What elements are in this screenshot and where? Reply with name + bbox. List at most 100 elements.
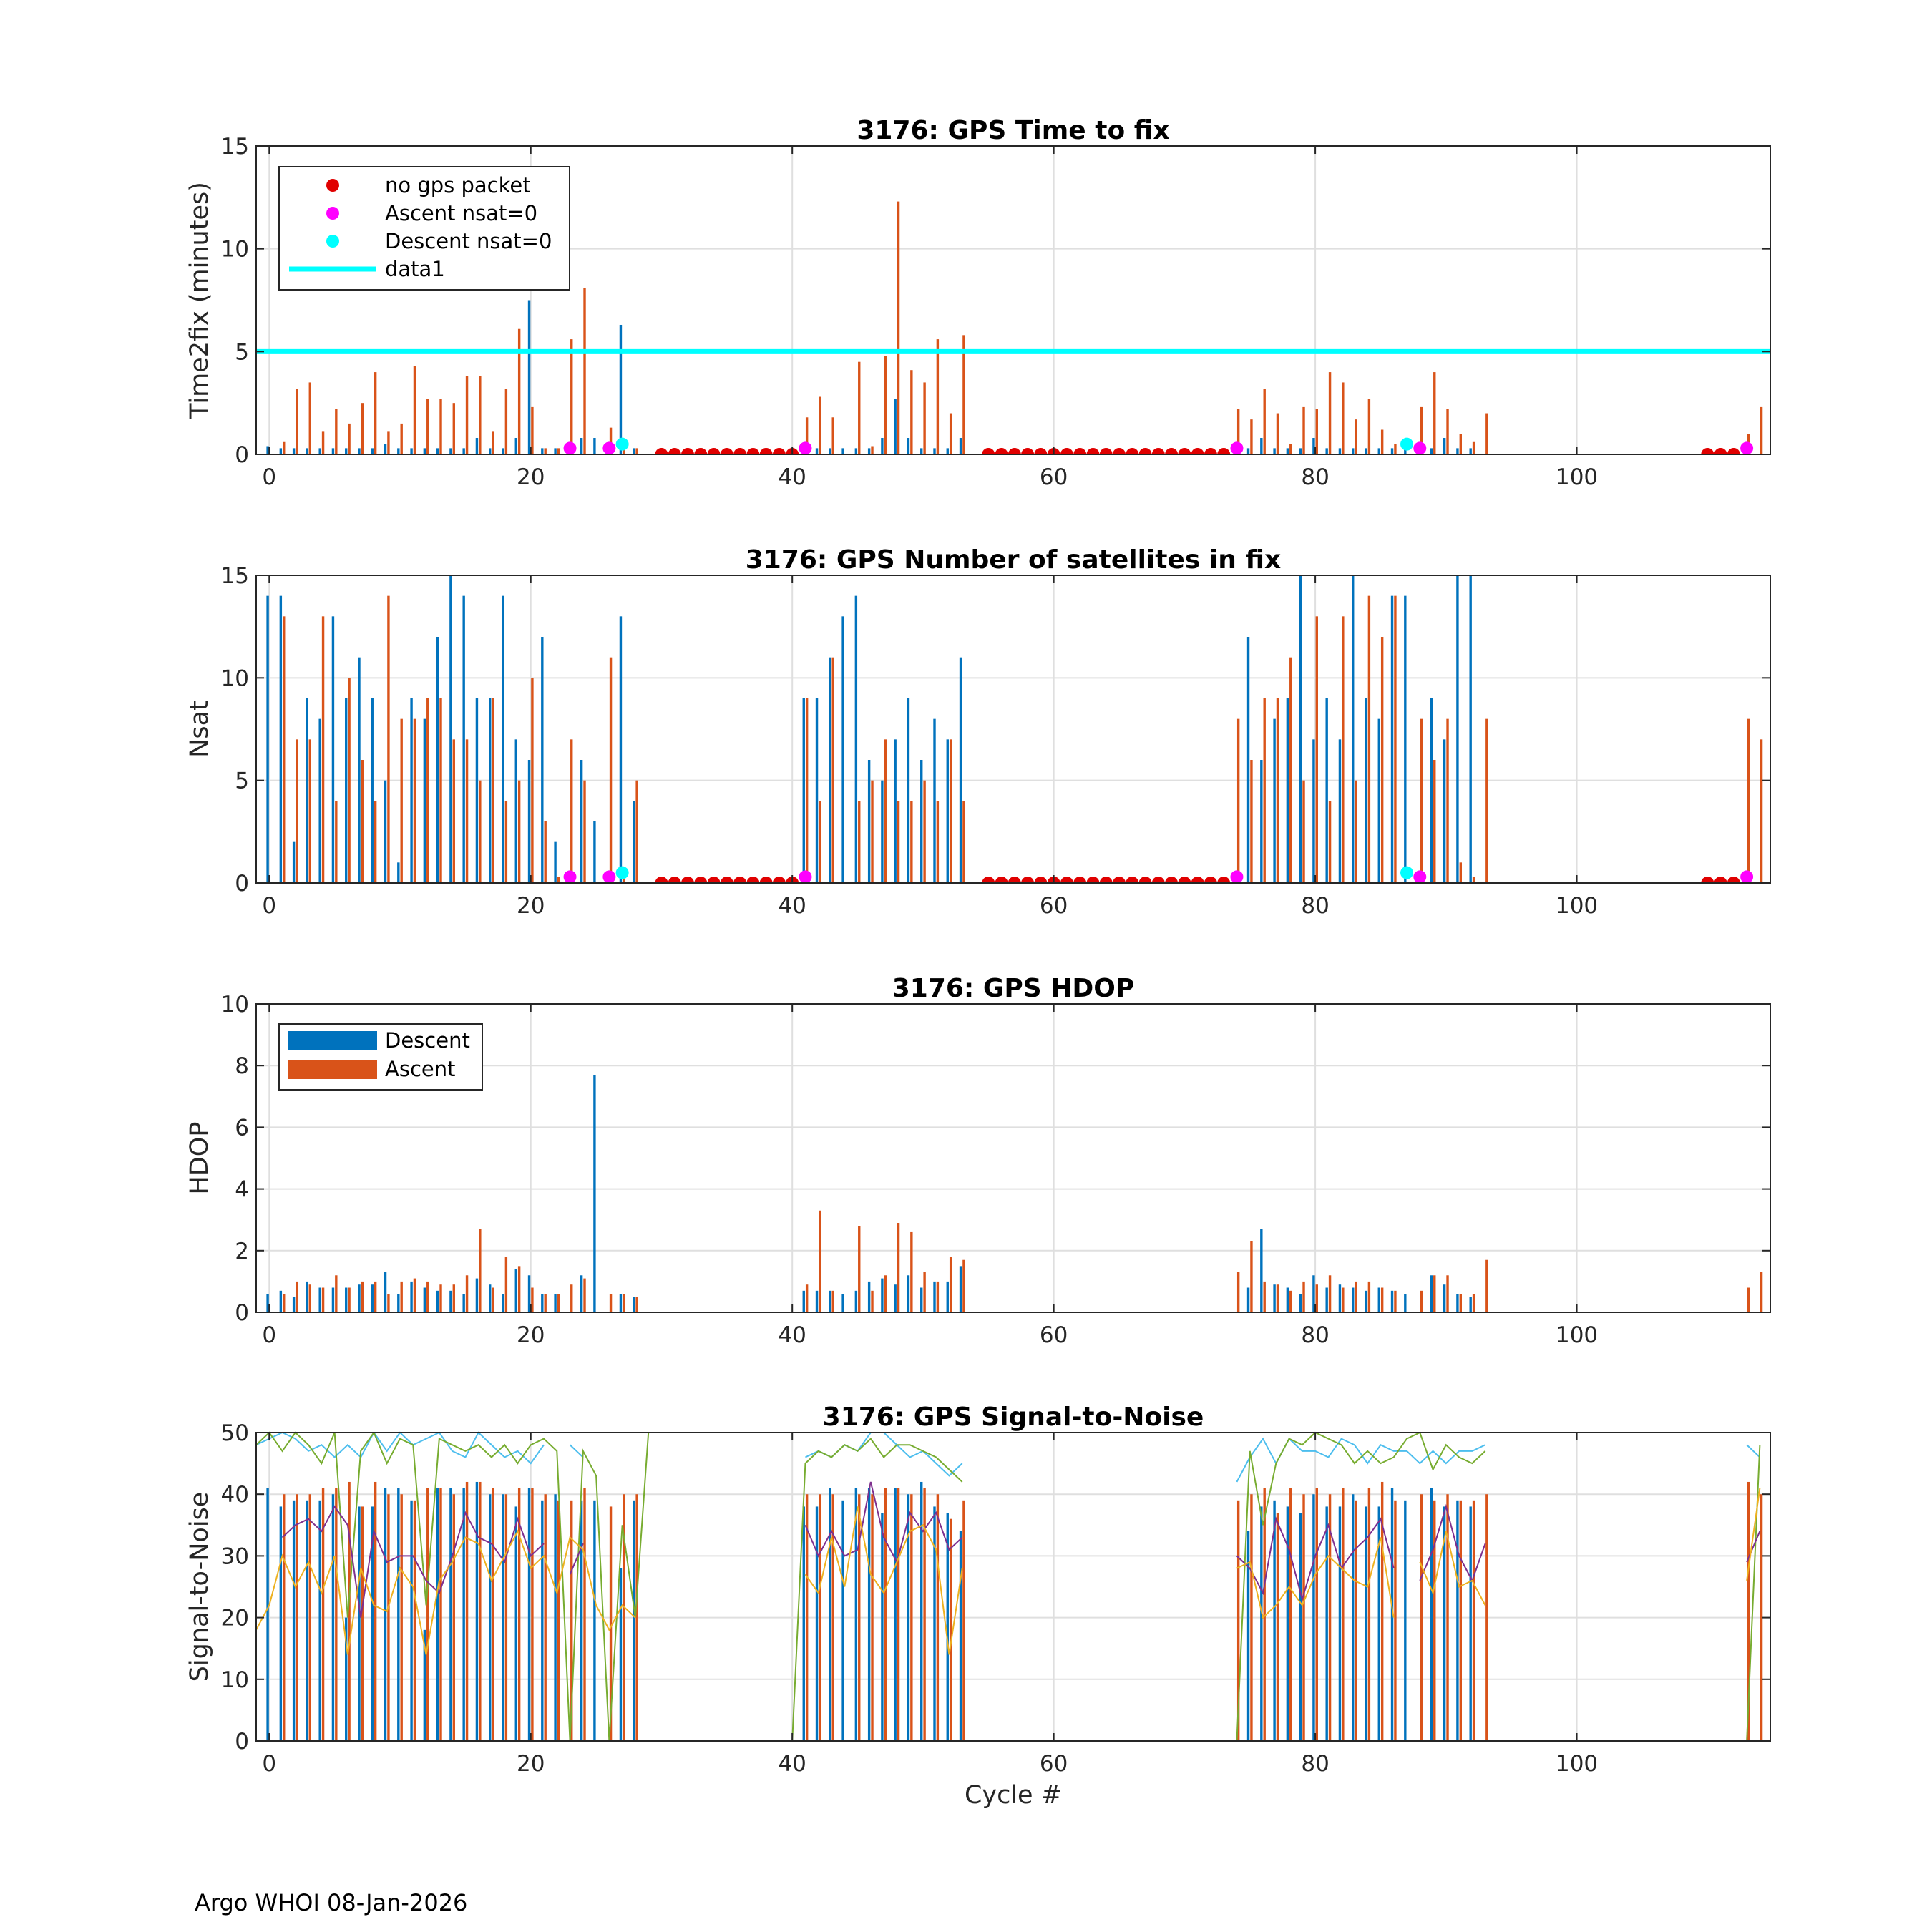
ascent-bar [1342,1287,1345,1312]
descent-bar [292,1500,296,1741]
ascent-bar [517,1266,521,1312]
descent-bar [854,448,858,454]
descent-bar [345,1617,348,1741]
descent-bar [959,438,962,454]
no-gps-marker [733,877,747,883]
descent-bar [802,1506,805,1741]
no-gps-marker [1151,448,1165,454]
descent-bar [1338,1506,1342,1741]
descent-bar [502,1294,504,1312]
snr-line-1-segment [1746,1444,1761,1458]
ascent-bar [348,678,351,883]
descent-bar [841,448,844,454]
descent-nsat0-marker [1400,866,1414,879]
descent-bar [475,698,479,883]
descent-bar [318,718,321,883]
ascent-bar [962,1259,965,1312]
descent-bar [266,1488,269,1741]
axes-box [255,145,1771,455]
ascent-bar [439,1284,442,1312]
descent-bar [933,718,936,883]
descent-bar [279,595,283,883]
ascent-bar [1760,739,1763,883]
descent-bar [489,1494,492,1741]
ascent-bar [1433,372,1436,454]
ascent-bar [426,1488,429,1741]
ascent-bar [1760,1494,1763,1741]
no-gps-marker [668,877,681,883]
snr-line-4-segment [1419,1531,1486,1606]
ascent-bar [609,427,613,454]
y-tick-label: 15 [221,563,249,589]
no-gps-marker [1113,877,1126,883]
ascent-bar [1263,1281,1266,1312]
descent-bar [266,1294,269,1312]
descent-bar [1260,1506,1263,1741]
snr-line-3-segment [569,1543,584,1575]
x-tick-label: 80 [1301,893,1329,919]
ascent-bar [1760,406,1763,454]
ascent-nsat0-marker [1740,870,1754,883]
no-gps-marker [1165,877,1179,883]
y-tick-label: 10 [221,237,249,263]
ascent-bar [348,1481,351,1741]
descent-bar [423,1287,426,1312]
y-tick-label: 5 [235,769,249,794]
snr-line-1-segment [569,1444,584,1458]
descent-bar [619,324,623,454]
descent-bar [1299,575,1302,883]
no-gps-marker [681,877,695,883]
descent-bar [580,1500,583,1741]
descent-bar [894,1284,897,1312]
descent-bar [933,1281,936,1312]
ascent-bar [308,382,311,454]
ascent-bar [479,1229,482,1312]
legend-label: Ascent [385,1057,455,1081]
no-gps-marker [982,448,995,454]
no-gps-marker [694,448,708,454]
ascent-bar [517,1488,521,1741]
descent-bar [541,1294,544,1312]
descent-bar [619,1568,623,1741]
snr-line-3-segment [1419,1503,1486,1583]
descent-bar [1404,595,1407,883]
descent-bar [475,1278,479,1312]
descent-bar [1443,438,1446,454]
no-gps-marker [1073,877,1087,883]
plot-area [256,575,1770,883]
descent-bar [933,448,936,454]
descent-bar [1390,595,1394,883]
ascent-bar [1472,1500,1475,1741]
ascent-bar [283,1294,286,1312]
descent-bar [1456,1294,1459,1312]
ascent-bar [583,780,586,883]
no-gps-marker [1034,448,1048,454]
ascent-bar [452,1494,455,1741]
ascent-bar [321,616,325,883]
ascent-bar [1315,1284,1318,1312]
ascent-bar [831,1290,834,1312]
no-gps-marker [1126,448,1139,454]
descent-bar [514,438,517,454]
ascent-bar [387,431,390,454]
y-tick-label: 0 [235,1729,249,1755]
descent-bar [815,698,819,883]
ascent-bar [1380,1481,1384,1741]
ascent-nsat0-marker [1230,870,1244,883]
ascent-bar [387,1294,390,1312]
no-gps-marker [746,448,760,454]
descent-bar [1377,718,1380,883]
descent-bar [633,801,635,883]
ascent-bar [609,1506,613,1741]
no-gps-marker [720,877,733,883]
ascent-bar [858,1494,861,1741]
descent-bar [502,1494,504,1741]
ascent-bar [1760,1272,1763,1312]
descent-bar [1456,448,1459,454]
descent-bar [920,1481,923,1741]
ascent-bar [1276,698,1279,883]
descent-bar [1365,448,1367,454]
ascent-bar [1250,419,1253,454]
ascent-bar [531,1488,534,1741]
ascent-bar [1328,1275,1332,1312]
